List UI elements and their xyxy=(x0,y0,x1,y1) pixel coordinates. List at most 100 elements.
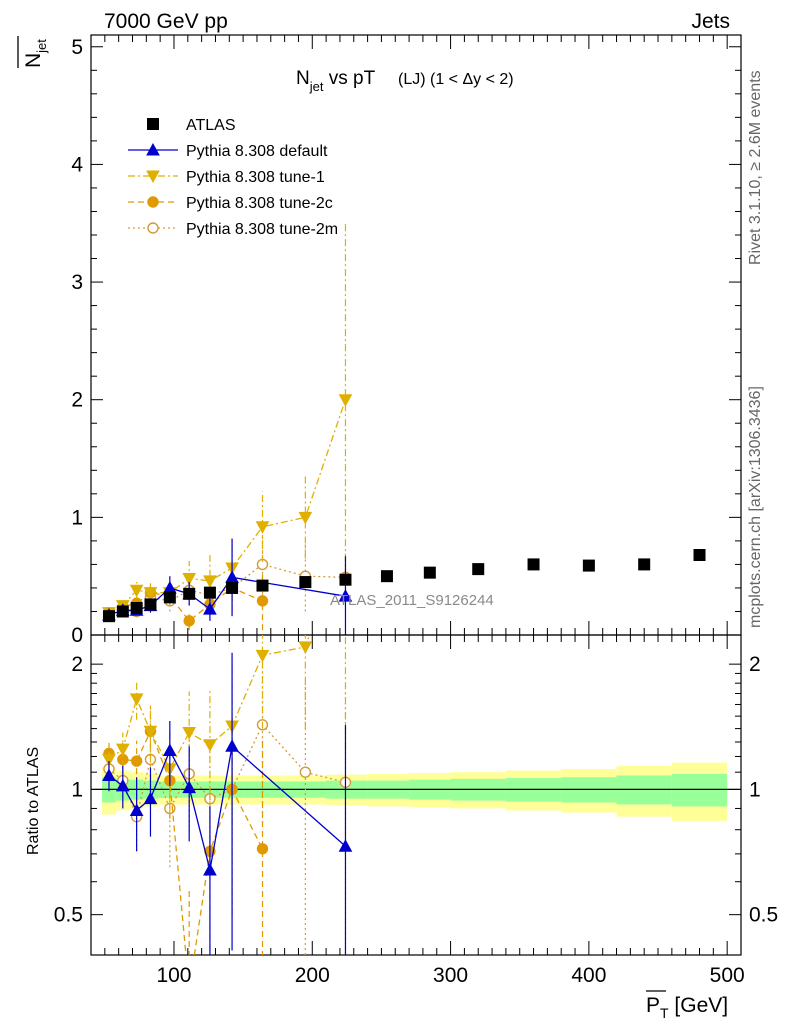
ratio-point-default xyxy=(162,743,177,757)
x-tick-label: 400 xyxy=(571,964,606,987)
ratio-line-default xyxy=(108,744,346,871)
y-tick-label: 0 xyxy=(71,624,83,647)
ratio-line-tune2m xyxy=(108,723,346,819)
ratio-y-tick-label-right: 2 xyxy=(749,653,761,676)
legend-label-default: Pythia 8.308 default xyxy=(186,143,328,160)
x-tick-label: 100 xyxy=(156,964,191,987)
data-point-tune1 xyxy=(203,575,217,588)
legend-label-tune2c: Pythia 8.308 tune-2c xyxy=(186,195,333,212)
data-point-atlas xyxy=(380,570,393,583)
data-point-atlas xyxy=(102,610,115,623)
data-point-atlas xyxy=(163,591,176,604)
data-point-atlas xyxy=(203,586,216,599)
title-rest: vs pT xyxy=(323,68,375,89)
ratio-y-tick-label: 0.5 xyxy=(54,904,83,927)
ratio-y-axis-label: Ratio to ATLAS xyxy=(25,747,42,855)
header-process-label: Jets xyxy=(691,10,730,33)
x-axis-label-unit: [GeV] xyxy=(669,994,729,1017)
ratio-point-default xyxy=(182,780,197,794)
ratio-y-tick-label: 2 xyxy=(71,653,83,676)
ratio-point-tune1 xyxy=(203,739,217,752)
data-point-atlas xyxy=(130,601,143,614)
legend: ATLAS Pythia 8.308 default Pythia 8.308 tu… xyxy=(128,117,338,238)
data-point-atlas xyxy=(638,558,651,571)
x-tick-label: 200 xyxy=(295,964,330,987)
ratio-panel-frame xyxy=(90,634,742,956)
data-point-tune1 xyxy=(129,584,144,598)
data-point-atlas xyxy=(116,605,129,618)
title-small: (LJ) (1 < Δy < 2) xyxy=(398,71,514,88)
y-axis-label-sub: jet xyxy=(34,39,49,54)
y-tick-label: 3 xyxy=(71,271,83,294)
data-point-atlas xyxy=(472,563,485,576)
data-point-tune1 xyxy=(143,587,158,600)
ratio-point-tune1 xyxy=(129,693,144,706)
rivet-version-label: Rivet 3.1.10, ≥ 2.6M events xyxy=(747,70,764,265)
data-point-default xyxy=(338,589,353,602)
y-tick-label: 1 xyxy=(71,506,83,529)
data-point-tune2c xyxy=(183,615,195,627)
x-tick-label: 300 xyxy=(433,964,468,987)
y-axis-label-main: N xyxy=(22,53,45,68)
header-energy-label: 7000 GeV pp xyxy=(104,10,228,33)
data-point-atlas xyxy=(339,573,352,586)
series-atlas xyxy=(102,549,706,623)
y-tick-label: 2 xyxy=(71,389,83,412)
svg-text:Njet vs pT: Njet vs pT xyxy=(296,68,376,94)
x-tick-label: 500 xyxy=(710,964,745,987)
ratio-y-tick-label-right: 0.5 xyxy=(749,904,778,927)
data-point-atlas xyxy=(693,549,706,561)
ratio-point-tune1 xyxy=(255,649,270,663)
x-axis-label-main: P xyxy=(646,994,660,1017)
series-line-tune2c xyxy=(108,587,263,622)
ratio-point-default xyxy=(143,791,158,805)
ratio-point-default xyxy=(225,739,239,752)
data-point-atlas xyxy=(256,579,269,592)
ratio-line-tune1 xyxy=(108,635,311,771)
ratio-panel: 100 200 300 400 500 0.5 0.5 1 1 2 2 Ratio to ATLAS xyxy=(25,634,778,987)
legend-label-tune1: Pythia 8.308 tune-1 xyxy=(186,169,325,186)
ratio-point-tune1 xyxy=(143,725,158,739)
legend-marker-default xyxy=(146,142,160,156)
legend-marker-tune1 xyxy=(146,170,160,184)
ratio-point-default xyxy=(129,803,144,816)
ratio-series-tune2c xyxy=(103,706,269,955)
ratio-point-tune1 xyxy=(102,753,116,767)
legend-label-tune2m: Pythia 8.308 tune-2m xyxy=(186,221,338,238)
main-panel: 0 1 2 3 4 5 ATLAS_2011_S9126244 Njet vs pT (L… xyxy=(17,34,742,647)
data-point-atlas xyxy=(226,581,239,594)
ratio-series-default xyxy=(102,652,353,955)
data-point-default xyxy=(225,570,239,583)
watermark-label: ATLAS_2011_S9126244 xyxy=(330,592,494,609)
data-point-atlas xyxy=(299,576,312,589)
title-sub: jet xyxy=(309,79,324,94)
mcplots-source-label: mcplots.cern.ch [arXiv:1306.3436] xyxy=(747,386,764,628)
legend-marker-atlas xyxy=(147,118,159,130)
ratio-point-default xyxy=(115,778,130,792)
ratio-point-tune1 xyxy=(182,727,197,740)
series-tune1 xyxy=(102,223,353,620)
legend-marker-tune2c xyxy=(147,196,159,208)
data-point-default xyxy=(203,602,217,615)
y-axis-label: Njet xyxy=(17,36,49,68)
svg-text:PT [GeV]: PT [GeV] xyxy=(646,994,728,1021)
y-tick-label: 4 xyxy=(71,153,83,176)
data-point-tune2c xyxy=(256,595,269,607)
y-tick-label: 5 xyxy=(71,36,83,59)
ratio-series-tune1 xyxy=(102,635,347,826)
ratio-y-tick-label: 1 xyxy=(71,778,83,801)
ratio-point-tune1 xyxy=(298,641,313,654)
ratio-point-tune2c xyxy=(256,843,269,855)
main-title: Njet vs pT (LJ) (1 < Δy < 2) xyxy=(296,68,514,94)
data-point-tune1 xyxy=(298,511,313,525)
data-point-atlas xyxy=(423,566,436,579)
ratio-point-default xyxy=(338,839,353,852)
x-axis-label: PT [GeV] xyxy=(646,990,728,1021)
data-point-atlas xyxy=(144,598,157,611)
ratio-point-default xyxy=(203,863,217,876)
svg-text:Njet: Njet xyxy=(22,39,49,68)
ratio-band-inner xyxy=(671,773,728,807)
legend-label-atlas: ATLAS xyxy=(186,117,236,134)
data-point-atlas xyxy=(183,587,196,600)
